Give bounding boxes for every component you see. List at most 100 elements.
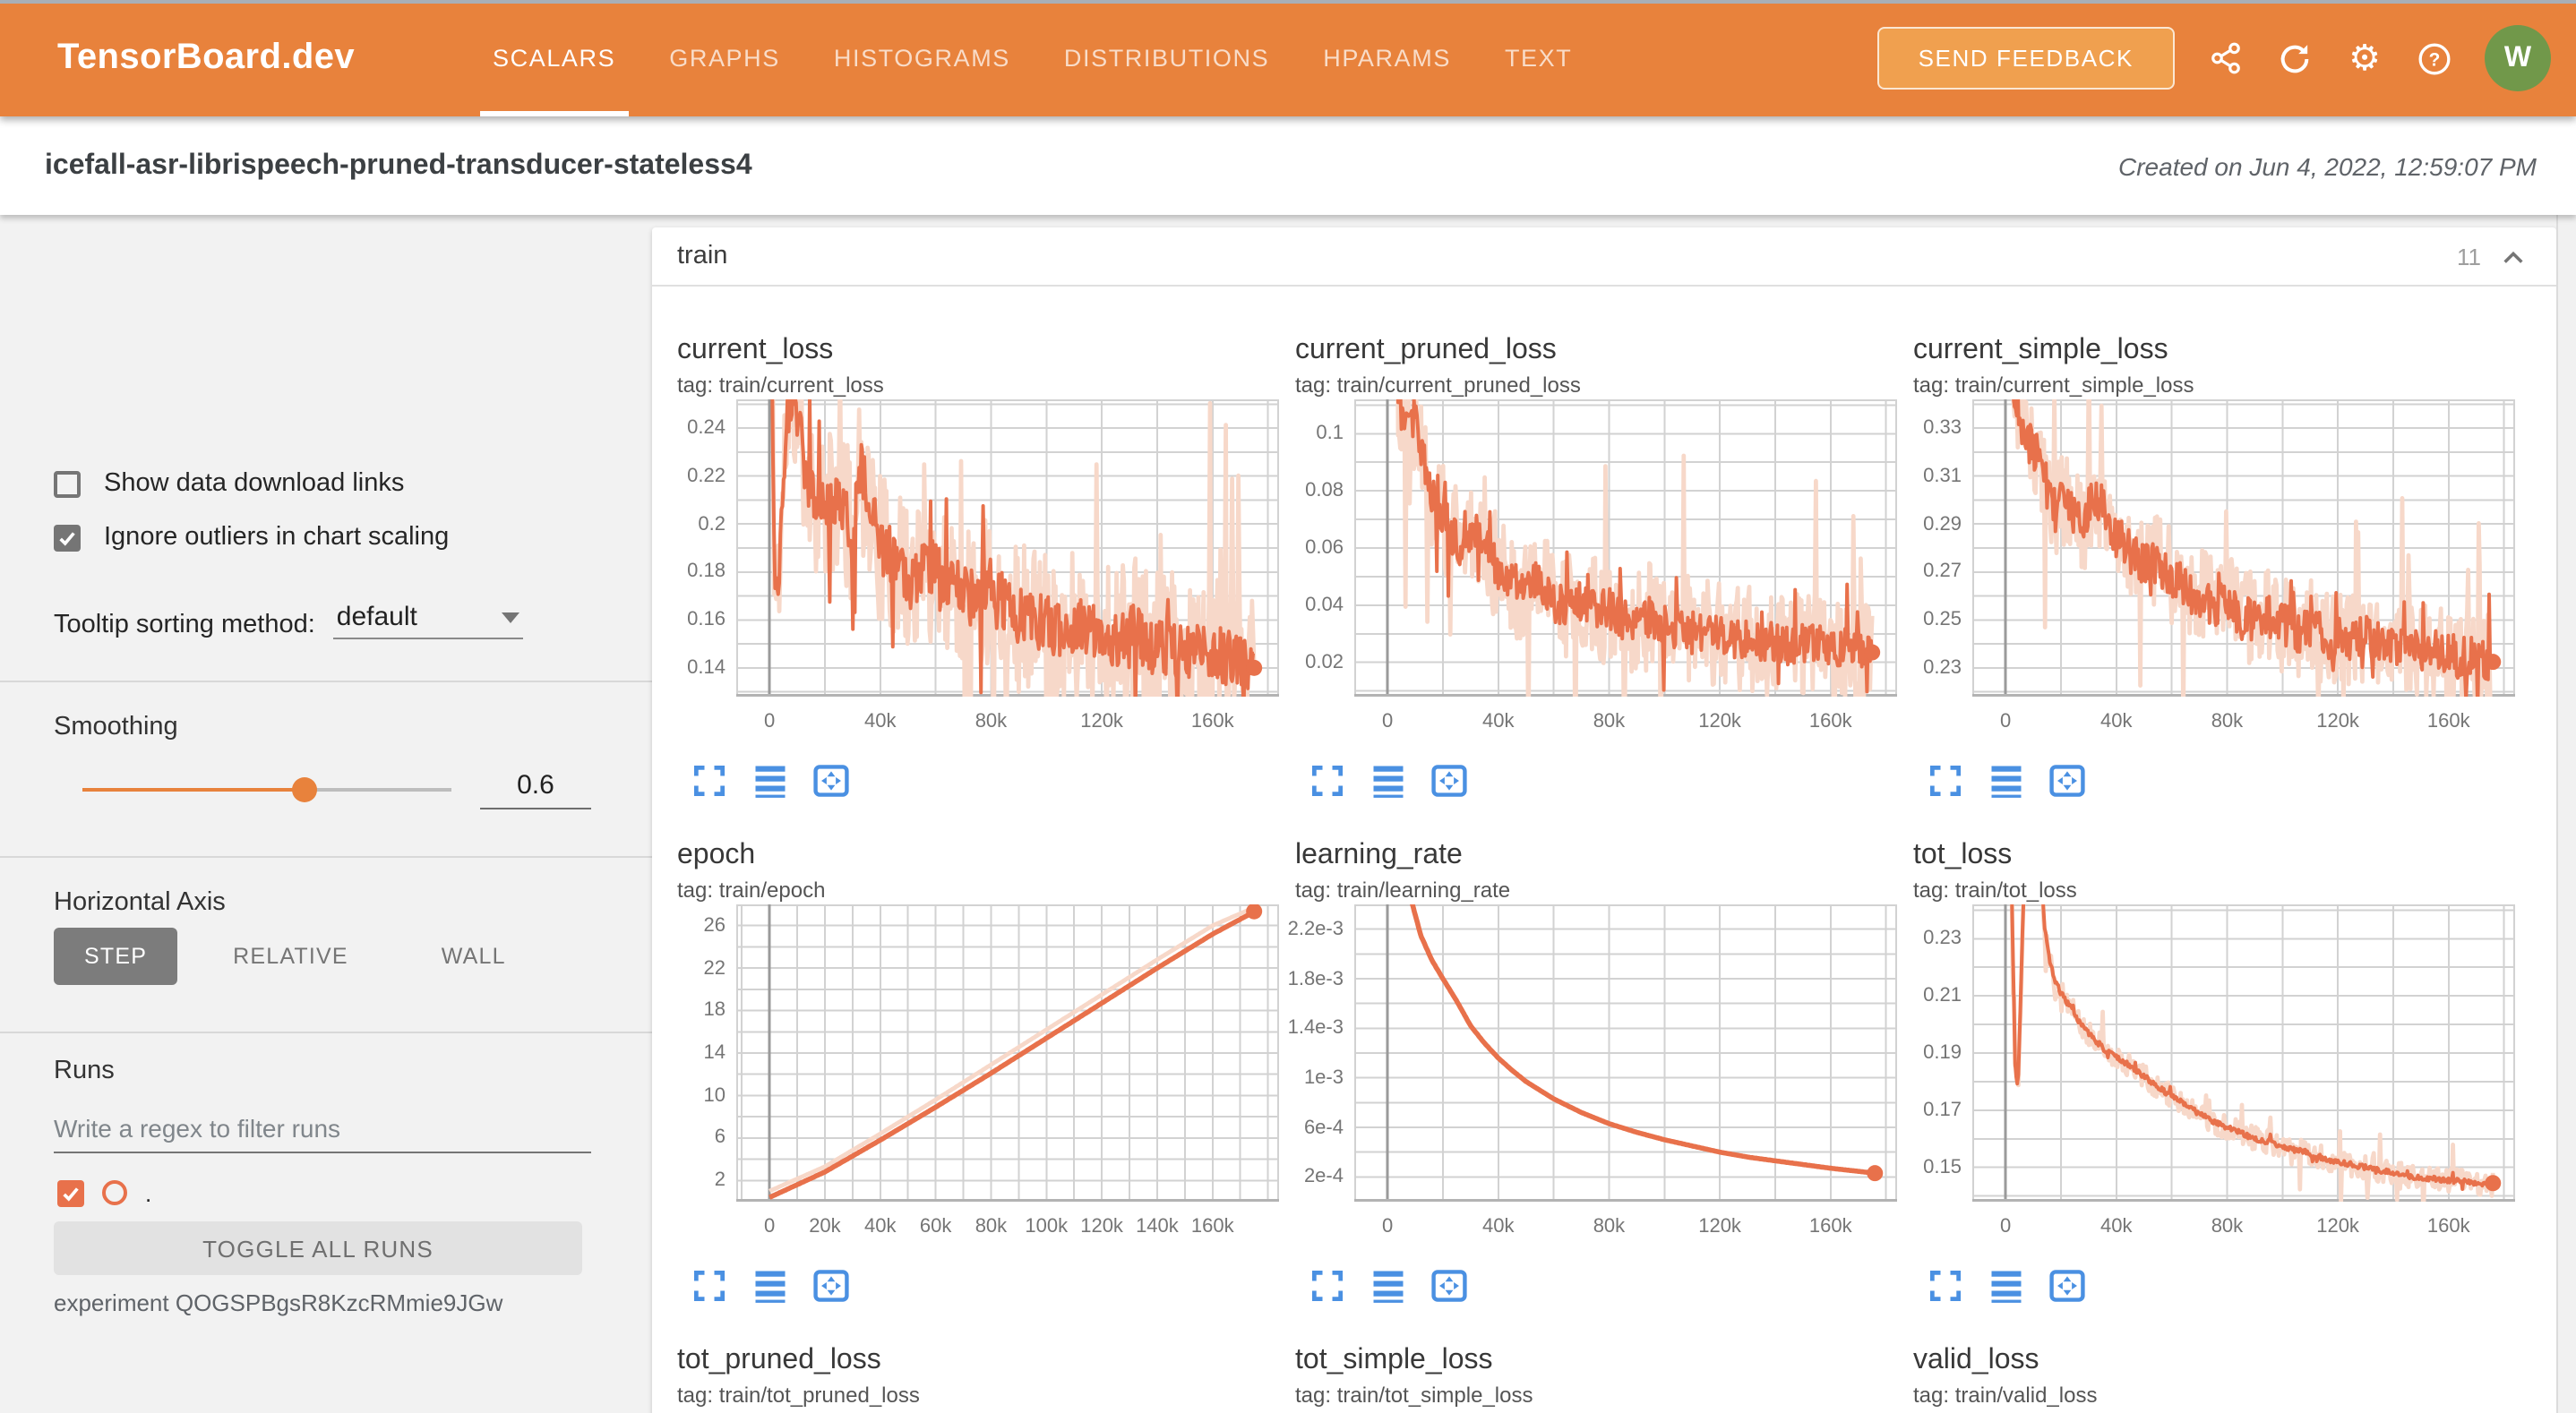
x-tick-label: 0 [1999, 711, 2012, 732]
tab-hparams[interactable]: HPARAMS [1323, 45, 1451, 72]
y-tick-label: 1.8e-3 [1287, 968, 1344, 989]
tab-scalars[interactable]: SCALARS [466, 0, 642, 116]
x-tick-label: 0 [1381, 711, 1394, 732]
axis-relative-button[interactable]: RELATIVE [233, 944, 348, 969]
y-tick-label: 1.4e-3 [1287, 1017, 1344, 1040]
x-tick-label: 120k [1698, 711, 1741, 732]
chart-plot[interactable] [736, 399, 1279, 697]
y-tick-label: 18 [703, 999, 726, 1022]
x-tick-label: 40k [864, 1216, 897, 1237]
tooltip-sorting-select[interactable]: default [332, 602, 523, 639]
data-table-icon[interactable] [1369, 1266, 1408, 1315]
vertical-scrollbar[interactable] [2556, 215, 2576, 1413]
chart-plot[interactable] [1354, 904, 1897, 1202]
run-checkbox-icon[interactable] [57, 1179, 84, 1206]
chart-toolbar [1926, 761, 2087, 809]
y-tick-label: 6 [714, 1126, 726, 1149]
chart-title: current_simple_loss [1913, 335, 2168, 365]
tooltip-sorting-row: Tooltip sorting method: default [0, 602, 652, 639]
x-tick-label: 40k [2100, 711, 2133, 732]
x-tick-label: 40k [2100, 1216, 2133, 1237]
run-name: . [145, 1179, 152, 1206]
expand-icon[interactable] [1926, 1266, 1965, 1315]
help-icon[interactable]: ? [2415, 39, 2454, 78]
toggle-all-runs-button[interactable]: TOGGLE ALL RUNS [54, 1221, 582, 1275]
y-tick-label: 0.27 [1923, 561, 1962, 583]
smoothing-value[interactable]: 0.6 [480, 763, 591, 809]
smoothing-label: Smoothing [54, 713, 178, 741]
train-section-header[interactable]: train 11 [652, 227, 2556, 287]
y-tick-label: 1e-3 [1303, 1066, 1344, 1089]
x-tick-label: 40k [1482, 711, 1515, 732]
chart-tag: tag: train/learning_rate [1295, 878, 1511, 903]
chart-title: tot_loss [1913, 840, 2013, 870]
y-tick-label: 26 [703, 914, 726, 937]
chart-title: current_pruned_loss [1295, 335, 1557, 365]
checkbox-unchecked-icon[interactable] [54, 470, 81, 497]
fit-domain-icon[interactable] [2048, 761, 2087, 809]
ignore-outliers-row[interactable]: Ignore outliers in chart scaling [0, 519, 652, 555]
tab-distributions[interactable]: DISTRIBUTIONS [1063, 45, 1270, 72]
y-tick-label: 0.08 [1305, 480, 1344, 502]
expand-icon[interactable] [690, 761, 729, 809]
x-tick-label: 0 [763, 1216, 776, 1237]
data-table-icon[interactable] [1987, 761, 2026, 809]
fit-domain-icon[interactable] [1430, 1266, 1469, 1315]
checkbox-checked-icon[interactable] [54, 524, 81, 551]
chevron-up-icon[interactable] [2499, 245, 2528, 270]
chart-tag: tag: train/tot_pruned_loss [677, 1383, 920, 1408]
data-table-icon[interactable] [751, 761, 790, 809]
fit-domain-icon[interactable] [811, 761, 851, 809]
axis-step-button[interactable]: STEP [54, 928, 178, 985]
chart-title: tot_pruned_loss [677, 1345, 881, 1375]
runs-filter-input[interactable] [54, 1103, 591, 1153]
send-feedback-button[interactable]: SEND FEEDBACK [1876, 27, 2175, 90]
created-date: Created on Jun 4, 2022, 12:59:07 PM [2118, 151, 2537, 180]
chart-title: current_loss [677, 335, 834, 365]
tab-text[interactable]: TEXT [1504, 45, 1573, 72]
y-tick-label: 0.16 [687, 609, 726, 631]
chart-plot[interactable] [736, 904, 1279, 1202]
chart-toolbar [1926, 1266, 2087, 1315]
axis-wall-button[interactable]: WALL [441, 944, 506, 969]
fit-domain-icon[interactable] [1430, 761, 1469, 809]
horizontal-axis-label: Horizontal Axis [54, 888, 226, 917]
x-tick-label: 80k [1593, 1216, 1626, 1237]
y-tick-label: 0.17 [1923, 1099, 1962, 1121]
x-tick-label: 80k [1593, 711, 1626, 732]
y-tick-label: 0.31 [1923, 465, 1962, 487]
avatar[interactable]: W [2485, 25, 2551, 91]
show-download-links-row[interactable]: Show data download links [0, 466, 652, 501]
refresh-icon[interactable] [2275, 39, 2314, 78]
chart-plot[interactable] [1972, 399, 2515, 697]
run-row[interactable]: . [0, 1175, 652, 1211]
chart-title: tot_simple_loss [1295, 1345, 1493, 1375]
data-table-icon[interactable] [751, 1266, 790, 1315]
tab-graphs[interactable]: GRAPHS [669, 45, 780, 72]
expand-icon[interactable] [1308, 1266, 1347, 1315]
settings-icon[interactable]: ⚙ [2348, 39, 2381, 79]
tab-histograms[interactable]: HISTOGRAMS [833, 45, 1010, 72]
header-actions: SEND FEEDBACK ⚙ ? W [1876, 0, 2551, 116]
x-tick-label: 140k [1136, 1216, 1179, 1237]
y-tick-label: 0.25 [1923, 609, 1962, 631]
run-color-swatch-icon[interactable] [102, 1180, 127, 1205]
slider-thumb[interactable] [291, 777, 317, 802]
expand-icon[interactable] [1926, 761, 1965, 809]
y-tick-label: 0.15 [1923, 1156, 1962, 1178]
fit-domain-icon[interactable] [811, 1266, 851, 1315]
share-icon[interactable] [2205, 39, 2245, 78]
experiment-title: icefall-asr-librispeech-pruned-transduce… [45, 150, 752, 180]
chart-plot[interactable] [1972, 904, 2515, 1202]
data-table-icon[interactable] [1369, 761, 1408, 809]
data-table-icon[interactable] [1987, 1266, 2026, 1315]
x-tick-label: 80k [975, 711, 1008, 732]
x-tick-label: 160k [1808, 1216, 1852, 1237]
fit-domain-icon[interactable] [2048, 1266, 2087, 1315]
y-tick-label: 10 [703, 1084, 726, 1107]
chart-plot[interactable] [1354, 399, 1897, 697]
expand-icon[interactable] [1308, 761, 1347, 809]
x-tick-label: 120k [2316, 1216, 2359, 1237]
expand-icon[interactable] [690, 1266, 729, 1315]
smoothing-slider[interactable] [82, 777, 451, 802]
